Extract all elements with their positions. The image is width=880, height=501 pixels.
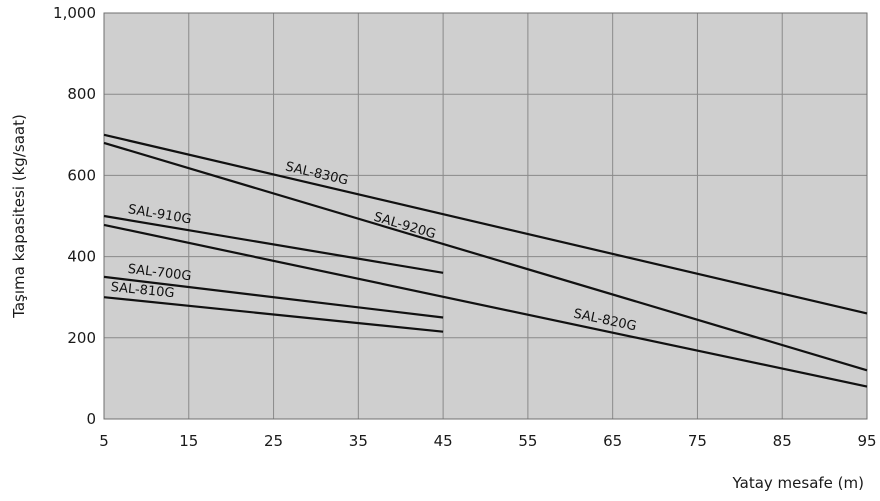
y-tick-label: 400 — [67, 248, 96, 266]
x-tick-label: 35 — [349, 432, 368, 450]
x-axis-title: Yatay mesafe (m) — [732, 474, 864, 492]
x-tick-label: 25 — [264, 432, 283, 450]
y-axis-title: Taşıma kapasitesi (kg/saat) — [10, 114, 28, 319]
x-tick-label: 85 — [773, 432, 792, 450]
x-tick-label: 75 — [688, 432, 707, 450]
y-tick-label: 0 — [86, 410, 96, 428]
x-tick-label: 95 — [857, 432, 876, 450]
x-tick-label: 15 — [179, 432, 198, 450]
y-tick-labels: 0 200 400 600 800 1,000 — [53, 4, 96, 428]
y-tick-label: 600 — [67, 166, 96, 184]
y-tick-label: 200 — [67, 329, 96, 347]
x-tick-label: 5 — [99, 432, 109, 450]
y-tick-label: 1,000 — [53, 4, 96, 22]
y-tick-label: 800 — [67, 85, 96, 103]
x-tick-label: 55 — [518, 432, 537, 450]
plot-area — [104, 13, 867, 419]
x-tick-label: 45 — [434, 432, 453, 450]
x-tick-labels: 5 15 25 35 45 55 65 75 85 95 — [99, 432, 876, 450]
x-tick-label: 65 — [603, 432, 622, 450]
